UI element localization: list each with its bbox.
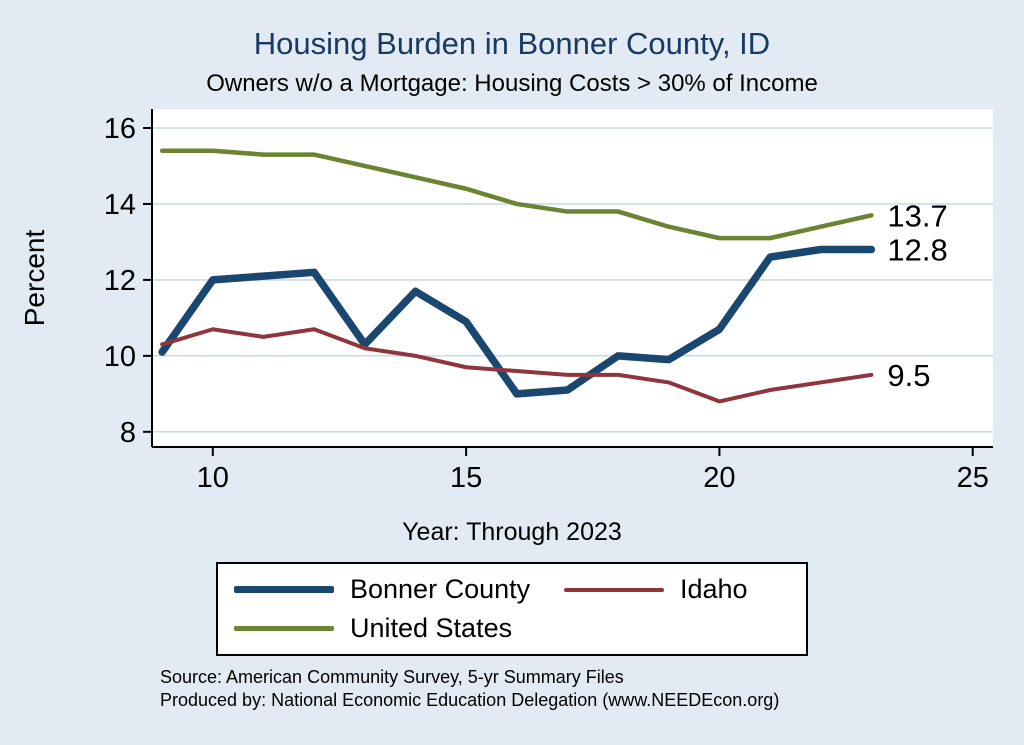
legend-item-idaho: Idaho bbox=[564, 574, 790, 605]
legend-swatch-bonner-county bbox=[234, 585, 334, 594]
x-tick-label: 15 bbox=[450, 462, 482, 494]
legend-label-idaho: Idaho bbox=[680, 574, 748, 604]
legend-label-bonner-county: Bonner County bbox=[350, 574, 531, 604]
line-united-states bbox=[159, 148, 874, 241]
line-bonner-county bbox=[158, 245, 876, 398]
end-label-bonner-county: 12.8 bbox=[887, 233, 947, 268]
y-tick-label: 16 bbox=[104, 113, 136, 145]
chart-svg: 12.8 9.5 13.7 8 10 12 14 16 10 15 20 25 Percent bbox=[19, 109, 993, 494]
y-tick-label: 10 bbox=[104, 341, 136, 373]
y-axis-title: Percent bbox=[19, 230, 50, 327]
produced-by-line: Produced by: National Economic Education… bbox=[160, 690, 780, 711]
legend-label-united-states: United States bbox=[350, 613, 513, 643]
legend-swatch-idaho bbox=[564, 587, 664, 592]
legend-item-bonner-county: Bonner County bbox=[234, 574, 564, 605]
chart-subtitle: Owners w/o a Mortgage: Housing Costs > 3… bbox=[206, 70, 818, 97]
legend: Bonner County Idaho United States bbox=[216, 562, 808, 656]
source-line: Source: American Community Survey, 5-yr … bbox=[160, 667, 624, 687]
y-tick-label: 8 bbox=[120, 417, 136, 449]
end-label-idaho: 9.5 bbox=[887, 358, 930, 393]
legend-swatch-united-states bbox=[234, 626, 334, 631]
x-tick-label: 10 bbox=[197, 462, 229, 494]
legend-item-united-states: United States bbox=[234, 613, 564, 644]
line-idaho bbox=[160, 327, 874, 404]
chart-title: Housing Burden in Bonner County, ID bbox=[253, 26, 771, 61]
end-label-united-states: 13.7 bbox=[887, 198, 947, 233]
source-notes: Source: American Community Survey, 5-yr … bbox=[160, 666, 779, 713]
y-tick-label: 14 bbox=[104, 189, 136, 221]
y-tick-label: 12 bbox=[104, 265, 136, 297]
x-tick-label: 25 bbox=[957, 462, 989, 494]
x-axis-title: Year: Through 2023 bbox=[402, 518, 622, 546]
x-tick-label: 20 bbox=[703, 462, 735, 494]
